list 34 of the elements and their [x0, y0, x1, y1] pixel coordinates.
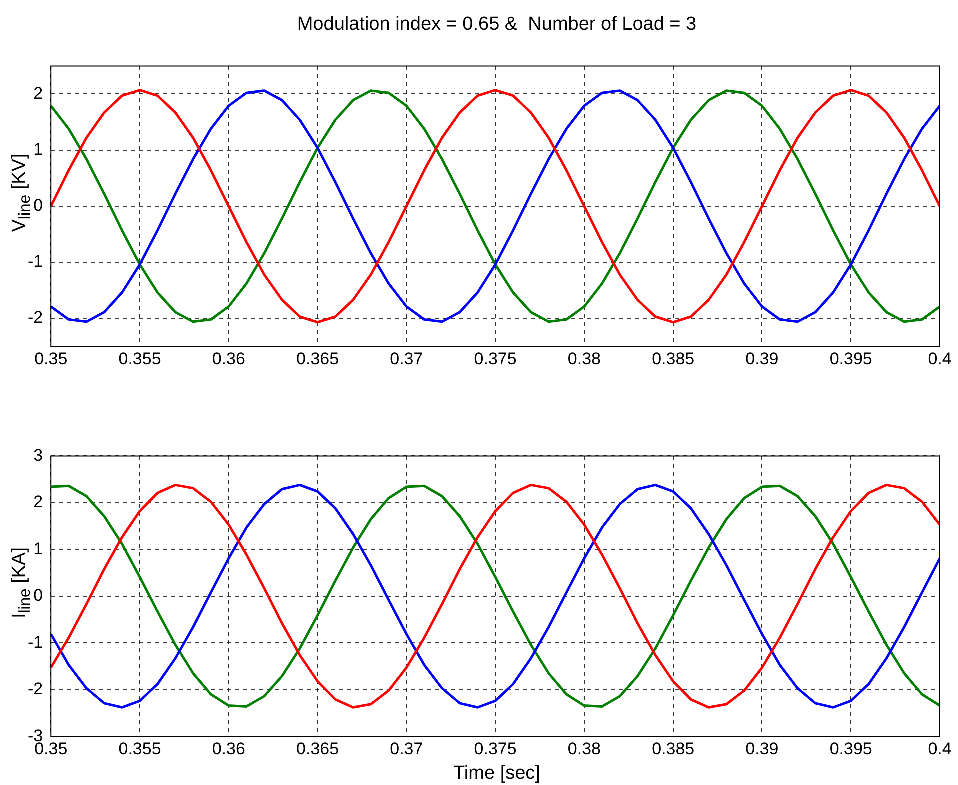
x-tick-label: 0.385	[652, 739, 695, 758]
x-axis-title: Time [sec]	[452, 763, 542, 785]
x-tick-label: 0.4	[928, 349, 952, 368]
x-tick-label: 0.355	[118, 349, 162, 368]
y-tick-label: 1	[34, 539, 44, 558]
y-tick-label: -1	[28, 632, 44, 652]
x-tick-label: 0.37	[390, 349, 424, 368]
y-tick-label: 2	[34, 84, 44, 103]
y-tick-label: 2	[34, 492, 44, 512]
x-tick-label: 0.355	[118, 739, 162, 758]
y-tick-label: 0	[34, 196, 44, 216]
x-tick-label: 0.39	[746, 349, 779, 368]
x-tick-label: 0.375	[474, 739, 517, 758]
x-tick-label: 0.365	[296, 349, 340, 368]
x-tick-label: 0.35	[34, 349, 68, 368]
y-tick-label: -1	[28, 252, 44, 272]
x-tick-label: 0.38	[568, 349, 601, 368]
y-tick-label: 3	[34, 446, 44, 465]
x-tick-label: 0.39	[746, 739, 779, 758]
x-tick-label: 0.395	[830, 739, 872, 758]
y-tick-label: 1	[34, 140, 44, 160]
y-tick-label: -2	[28, 308, 44, 328]
chart-title: Modulation index = 0.65 & Number of Load = 3	[296, 14, 698, 36]
x-tick-label: 0.36	[212, 349, 246, 368]
x-tick-label: 0.375	[474, 349, 517, 368]
y-tick-label: 0	[34, 586, 44, 606]
x-tick-label: 0.385	[652, 349, 695, 368]
x-tick-label: 0.37	[390, 739, 424, 758]
x-tick-label: 0.395	[830, 349, 872, 368]
x-tick-label: 0.36	[212, 739, 246, 758]
x-tick-label: 0.38	[568, 739, 601, 758]
x-tick-label: 0.4	[928, 739, 952, 758]
y-tick-label: -2	[28, 680, 44, 699]
x-tick-label: 0.365	[296, 739, 340, 758]
